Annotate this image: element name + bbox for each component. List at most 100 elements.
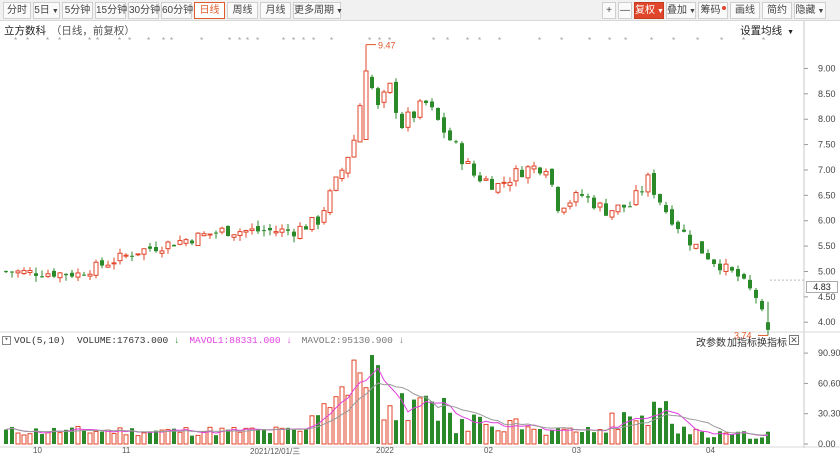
volume-bar [249, 427, 255, 445]
volume-bar [592, 432, 596, 444]
volume-bar [682, 426, 686, 444]
set-ma-button[interactable]: 设置均线 ▼ [740, 23, 794, 38]
volume-bar [742, 431, 746, 444]
candle-body [712, 259, 716, 265]
event-marker-icon: * [498, 36, 501, 45]
simple-button[interactable]: 简约 [762, 2, 792, 19]
volume-bar [363, 387, 369, 445]
event-marker-icon: * [624, 36, 627, 45]
volume-bar [676, 433, 680, 444]
candle-body [321, 210, 327, 223]
volume-bar [495, 430, 501, 445]
arrow-down-icon: ↓ [398, 335, 405, 346]
volume-bar [561, 428, 567, 445]
candle-body [207, 233, 213, 236]
volume-bar [333, 396, 339, 445]
candle-body [243, 230, 249, 233]
candle-body [10, 271, 14, 273]
candle-body [688, 234, 692, 246]
volume-bar [670, 423, 674, 444]
period-7-button[interactable]: 周线 [227, 2, 258, 19]
volume-bar [237, 431, 243, 445]
chips-button[interactable]: 筹码 [698, 2, 728, 19]
candle-body [597, 202, 603, 208]
candle-body [628, 206, 632, 208]
y-tick-label: 7.50 [818, 140, 836, 150]
candle-body [219, 227, 225, 233]
candle-body [556, 186, 560, 212]
period-3-button[interactable]: 15分钟 [95, 2, 127, 19]
event-marker-icon: * [388, 36, 391, 45]
period-6-button[interactable]: 日线 [194, 2, 225, 19]
period-8-button[interactable]: 月线 [260, 2, 291, 19]
volume-bar [490, 426, 494, 444]
candle-body [304, 226, 308, 230]
period-2-button[interactable]: 5分钟 [62, 2, 93, 19]
volume-legend-bar: ▾ VOL(5,10) VOLUME:17673.000 ↓ MAVOL1:88… [0, 334, 804, 349]
candle-body [472, 163, 476, 176]
event-marker-icon: * [46, 36, 49, 45]
candle-body [135, 253, 141, 256]
set-ma-label: 设置均线 [740, 25, 783, 37]
zoom-out-button[interactable]: — [618, 2, 632, 19]
event-marker-icon: * [118, 36, 121, 45]
tool-label: 隐藏 [795, 5, 816, 16]
chevron-down-icon: ▼ [51, 8, 59, 15]
volume-bar [70, 427, 74, 444]
candle-body [262, 230, 266, 232]
volume-bar [513, 418, 519, 445]
volume-bar [52, 427, 56, 444]
volume-bar [543, 434, 549, 445]
volume-bar [531, 428, 537, 445]
volume-bar [292, 429, 296, 444]
period-1-button[interactable]: 5日 ▼ [33, 2, 60, 19]
tool-label: 画线 [735, 5, 755, 16]
volume-bar [21, 434, 27, 445]
volume-bar [105, 429, 111, 445]
candle-body [658, 194, 662, 203]
adjust-button[interactable]: 复权 ▼ [634, 2, 664, 19]
candle-body [87, 273, 93, 277]
event-marker-icon: * [466, 36, 469, 45]
close-icon[interactable]: ✕ [789, 335, 799, 345]
period-9-button[interactable]: 更多周期 ▼ [293, 2, 343, 19]
stock-name: 立方数科 [4, 25, 46, 37]
switch-indicator-button[interactable]: 换指标 [757, 338, 787, 349]
add-indicator-button[interactable]: 加指标 [727, 338, 757, 349]
candle-body [567, 202, 573, 207]
y-tick-label: 5.00 [818, 266, 836, 276]
volume-bar [165, 428, 171, 445]
period-0-button[interactable]: 分时 [3, 2, 31, 19]
x-tick-label: 10 [33, 446, 42, 455]
volume-bar [658, 407, 662, 444]
candle-body [676, 221, 680, 230]
edit-params-button[interactable]: 改参数 [696, 338, 726, 349]
candle-body [664, 205, 668, 213]
collapse-icon[interactable]: ▾ [2, 336, 11, 345]
mavol2-value: MAVOL2:95130.900 [301, 335, 393, 346]
period-5-button[interactable]: 60分钟 [161, 2, 193, 19]
volume-bar [688, 434, 692, 444]
volume-bar [442, 397, 446, 444]
zoom-in-button[interactable]: + [602, 2, 616, 19]
draw-line-button[interactable]: 画线 [730, 2, 760, 19]
high-annotation: 9.47 [378, 41, 396, 51]
volume-bar [262, 429, 266, 444]
candle-body [148, 246, 152, 249]
volume-bar [748, 438, 752, 444]
volume-bar [483, 423, 489, 445]
y-tick-label: 5.50 [818, 241, 836, 251]
hide-button[interactable]: 隐藏 ▼ [794, 2, 826, 19]
event-marker-icon: * [256, 36, 259, 45]
volume-bar [645, 425, 651, 445]
volume-bar [27, 433, 33, 445]
volume-bar [45, 432, 51, 445]
chevron-down-icon: ▼ [657, 8, 664, 15]
overlay-button[interactable]: 叠加 ▼ [666, 2, 696, 19]
chevron-down-icon: ▼ [817, 8, 825, 15]
period-label: 月线 [265, 5, 286, 16]
period-4-button[interactable]: 30分钟 [128, 2, 160, 19]
vol-indicator: VOL(5,10) [14, 335, 66, 346]
